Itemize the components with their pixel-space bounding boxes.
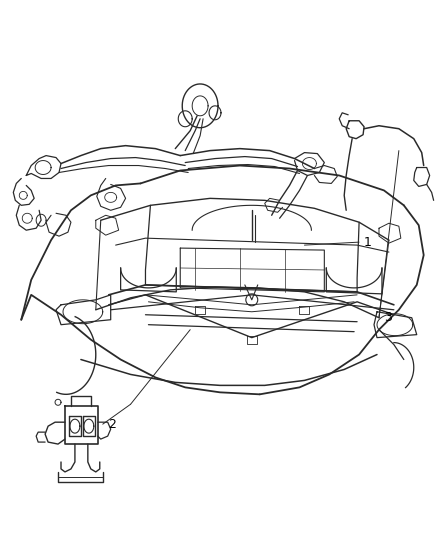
Text: 2: 2 bbox=[108, 418, 116, 431]
Text: 3: 3 bbox=[384, 311, 392, 324]
Circle shape bbox=[246, 294, 258, 306]
Text: 1: 1 bbox=[364, 236, 372, 248]
